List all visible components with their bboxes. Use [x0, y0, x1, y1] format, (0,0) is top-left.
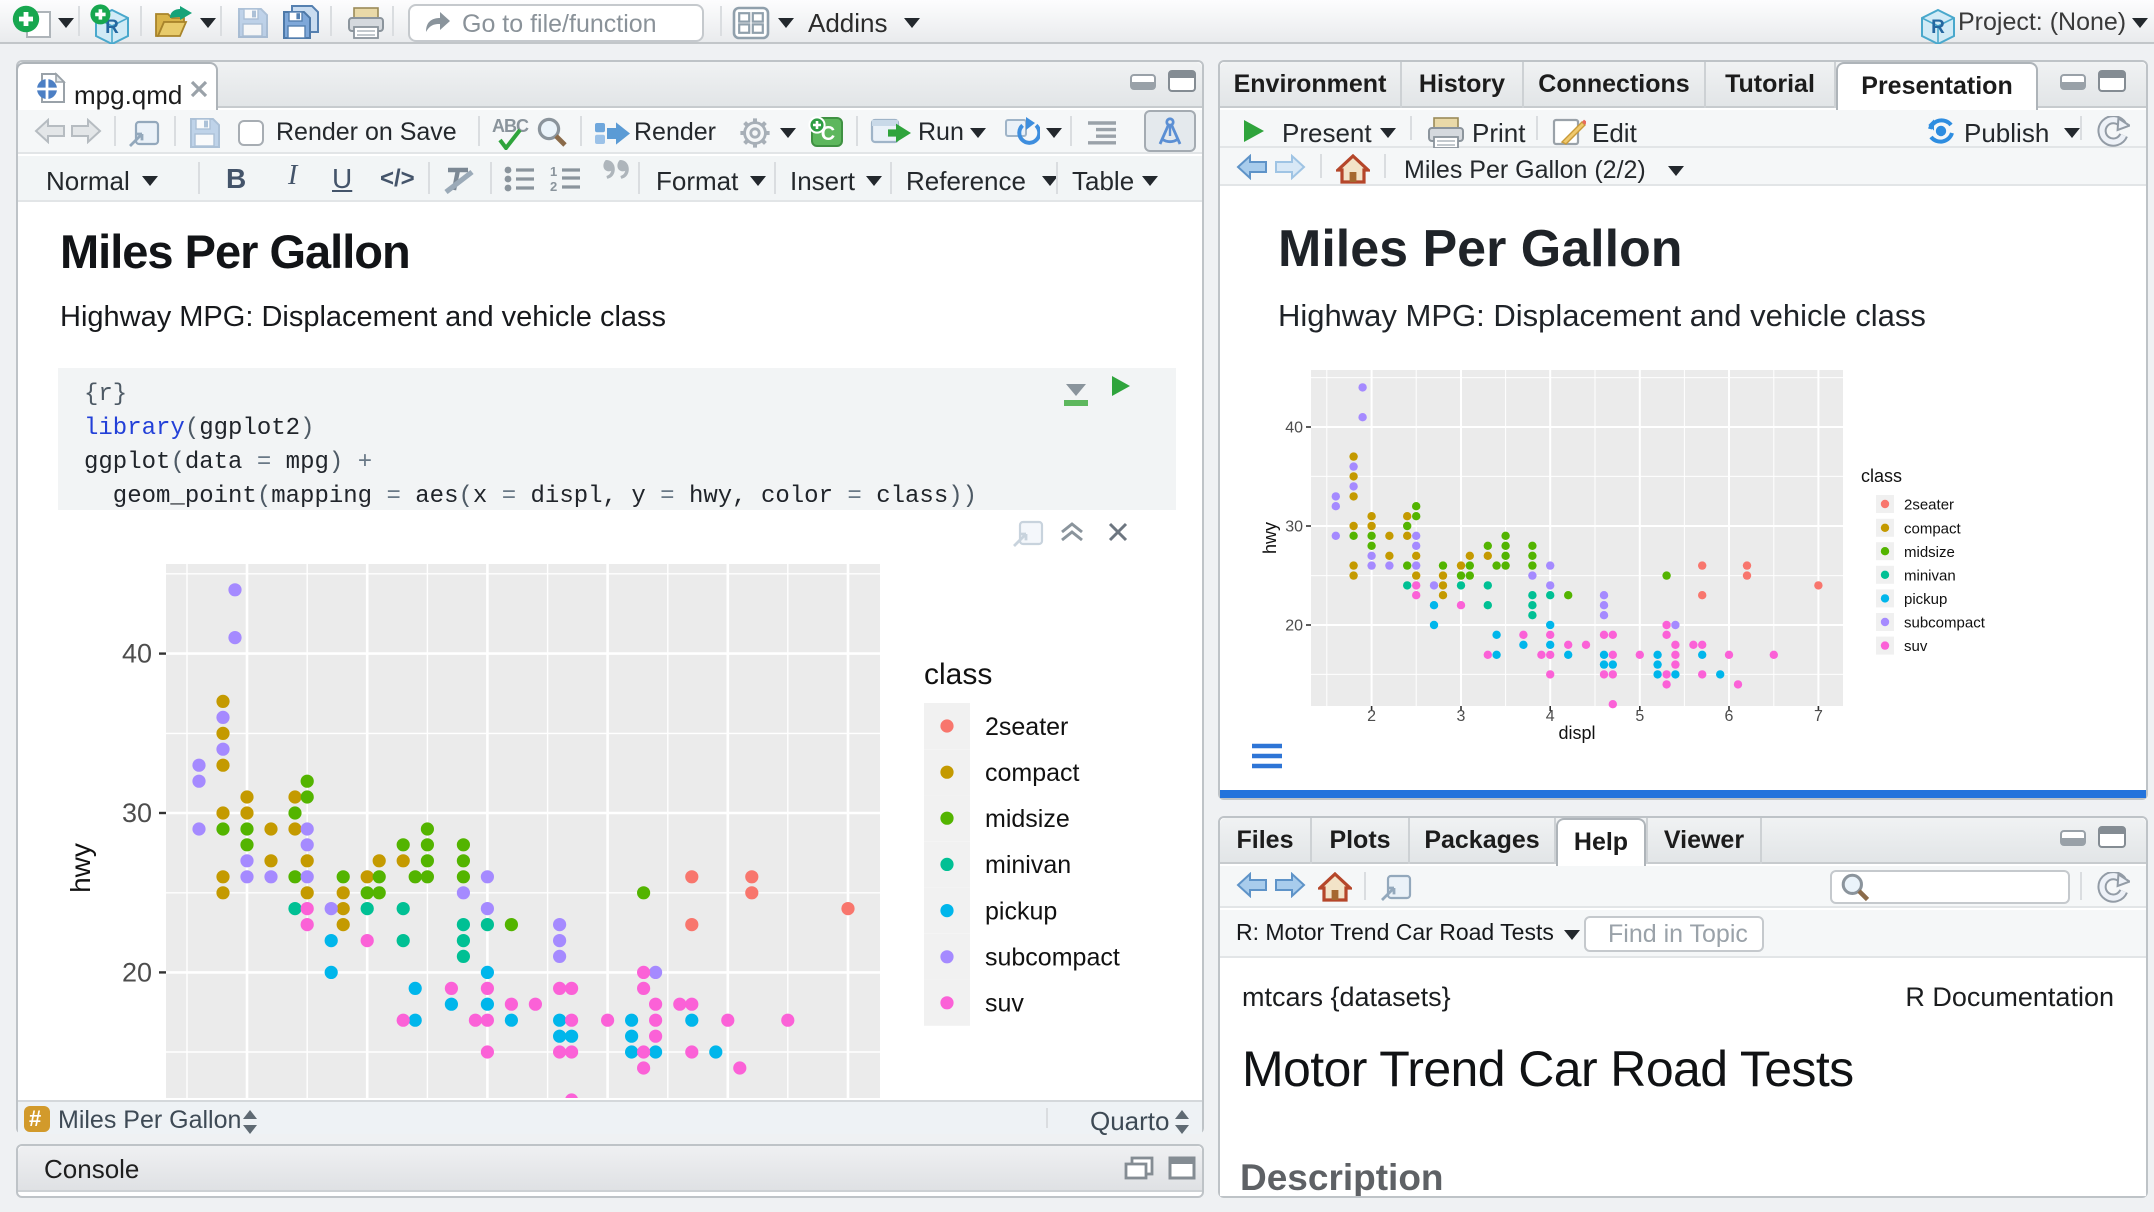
svg-text:30: 30	[1285, 519, 1303, 536]
svg-text:pickup: pickup	[985, 897, 1057, 925]
svg-text:suv: suv	[985, 990, 1024, 1018]
svg-text:R: R	[1931, 17, 1945, 38]
svg-text:hwy: hwy	[65, 843, 96, 893]
svg-text:pickup: pickup	[1904, 591, 1947, 608]
svg-text:2: 2	[1367, 708, 1376, 725]
svg-text:2seater: 2seater	[985, 713, 1068, 741]
svg-text:4: 4	[1546, 708, 1555, 725]
svg-text:midsize: midsize	[985, 805, 1070, 833]
svg-text:1: 1	[550, 164, 557, 179]
svg-text:40: 40	[1285, 420, 1303, 437]
svg-text:20: 20	[1285, 618, 1303, 635]
svg-text:subcompact: subcompact	[985, 944, 1120, 972]
svg-text:40: 40	[122, 639, 152, 669]
svg-text:7: 7	[1814, 708, 1823, 725]
svg-text:R: R	[105, 17, 119, 38]
svg-text:6: 6	[1725, 708, 1734, 725]
svg-text:class: class	[924, 658, 992, 691]
svg-text:compact: compact	[1904, 520, 1962, 537]
svg-text:5: 5	[1635, 708, 1644, 725]
svg-text:2: 2	[550, 179, 557, 192]
svg-text:ABC: ABC	[492, 116, 529, 136]
svg-text:20: 20	[122, 957, 152, 987]
svg-text:midsize: midsize	[1904, 544, 1955, 561]
svg-text:subcompact: subcompact	[1904, 615, 1986, 632]
svg-text:hwy: hwy	[1262, 522, 1280, 554]
svg-text:30: 30	[122, 798, 152, 828]
svg-text:minivan: minivan	[1904, 567, 1956, 584]
svg-text:class: class	[1861, 466, 1902, 486]
svg-text:suv: suv	[1904, 638, 1928, 655]
svg-text:2seater: 2seater	[1904, 497, 1954, 514]
svg-text:minivan: minivan	[985, 851, 1071, 879]
svg-text:3: 3	[1457, 708, 1466, 725]
svg-text:compact: compact	[985, 759, 1080, 787]
svg-text:displ: displ	[1558, 723, 1595, 743]
